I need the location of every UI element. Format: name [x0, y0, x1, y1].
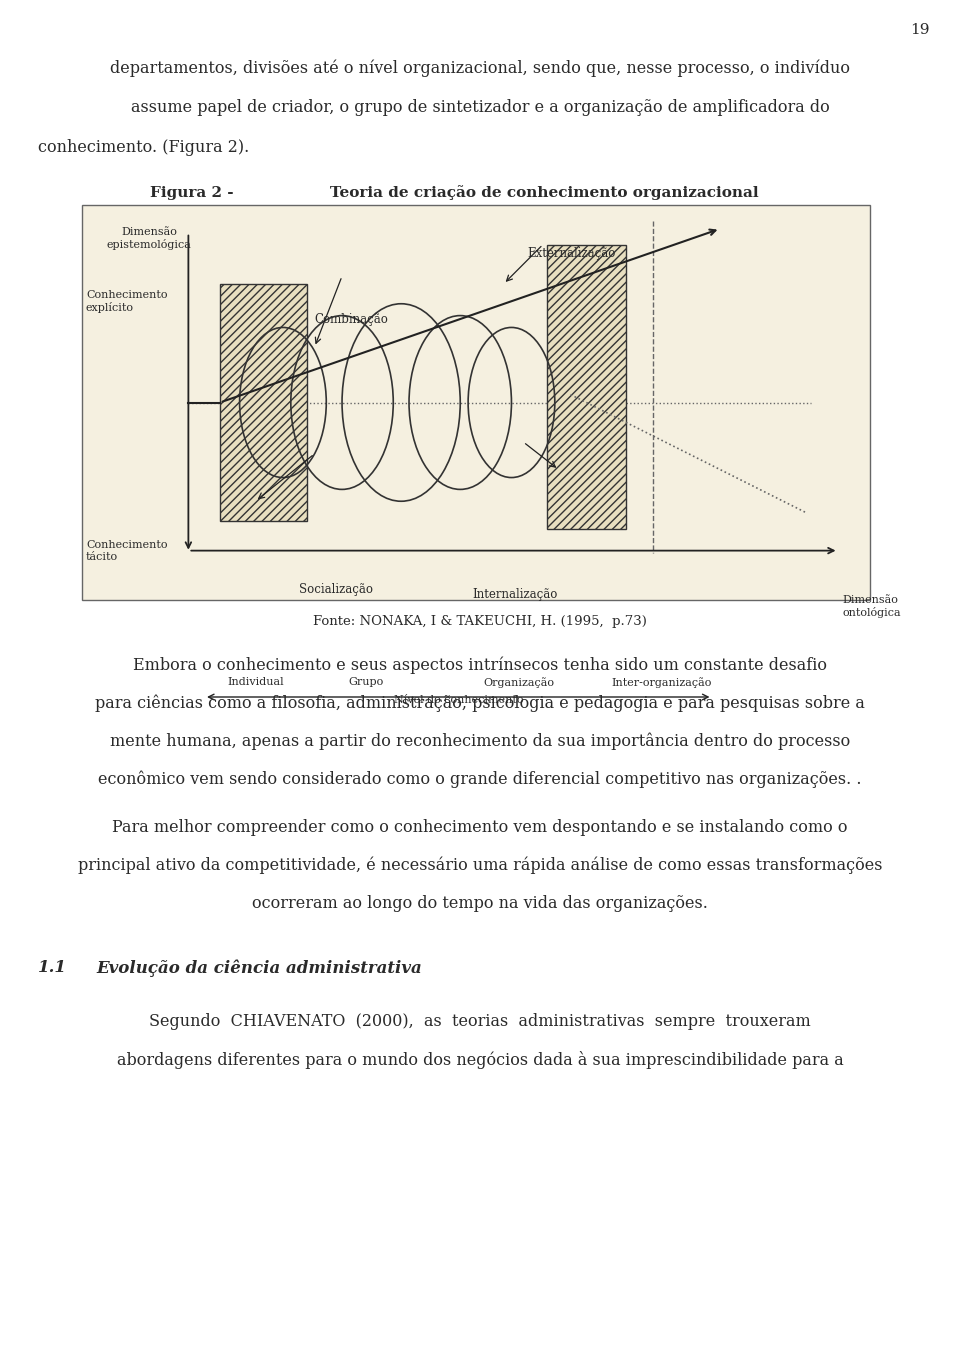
Text: 1.1: 1.1: [38, 960, 67, 976]
Text: Para melhor compreender como o conhecimento vem despontando e se instalando como: Para melhor compreender como o conhecime…: [112, 818, 848, 836]
Text: Evolução da ciência administrativa: Evolução da ciência administrativa: [96, 960, 421, 977]
Text: abordagens diferentes para o mundo dos negócios dada à sua imprescindibilidade p: abordagens diferentes para o mundo dos n…: [116, 1051, 844, 1069]
Bar: [547, 245, 626, 529]
Bar: [220, 284, 306, 521]
Text: Conhecimento
tácito: Conhecimento tácito: [86, 540, 167, 561]
Text: Inter-organização: Inter-organização: [611, 677, 711, 688]
Text: Organização: Organização: [484, 677, 555, 688]
Text: Dimensão
epistemológica: Dimensão epistemológica: [107, 227, 191, 250]
Text: 19: 19: [910, 23, 929, 36]
Text: para ciências como a filosofia, administração, psicologia e pedagogia e para pes: para ciências como a filosofia, administ…: [95, 695, 865, 712]
Text: Grupo: Grupo: [348, 677, 383, 686]
Text: conhecimento. (Figura 2).: conhecimento. (Figura 2).: [38, 140, 250, 156]
Text: ocorreram ao longo do tempo na vida das organizações.: ocorreram ao longo do tempo na vida das …: [252, 895, 708, 911]
Text: Segundo  CHIAVENATO  (2000),  as  teorias  administrativas  sempre  trouxeram: Segundo CHIAVENATO (2000), as teorias ad…: [149, 1014, 811, 1031]
Text: Nível do conhecimento: Nível do conhecimento: [394, 695, 523, 705]
Text: Embora o conhecimento e seus aspectos intrínsecos tenha sido um constante desafi: Embora o conhecimento e seus aspectos in…: [133, 657, 827, 674]
Text: Externalização: Externalização: [527, 248, 615, 260]
Bar: [82, 205, 870, 600]
Text: Individual: Individual: [228, 677, 283, 686]
Text: Socialização: Socialização: [299, 583, 372, 596]
Text: econômico vem sendo considerado como o grande diferencial competitivo nas organi: econômico vem sendo considerado como o g…: [98, 770, 862, 787]
Text: Teoria de criação de conhecimento organizacional: Teoria de criação de conhecimento organi…: [330, 186, 758, 201]
Text: Combinação: Combinação: [315, 314, 389, 326]
Text: Conhecimento
explícito: Conhecimento explícito: [86, 289, 167, 312]
Text: assume papel de criador, o grupo de sintetizador e a organização de amplificador: assume papel de criador, o grupo de sint…: [131, 100, 829, 117]
Text: Internalização: Internalização: [472, 588, 558, 602]
Text: Dimensão
ontológica: Dimensão ontológica: [843, 595, 901, 618]
Text: departamentos, divisões até o nível organizacional, sendo que, nesse processo, o: departamentos, divisões até o nível orga…: [110, 59, 850, 77]
Text: Figura 2 -: Figura 2 -: [150, 186, 233, 201]
Text: principal ativo da competitividade, é necessário uma rápida análise de como essa: principal ativo da competitividade, é ne…: [78, 856, 882, 874]
Text: mente humana, apenas a partir do reconhecimento da sua importância dentro do pro: mente humana, apenas a partir do reconhe…: [109, 732, 851, 750]
Text: Fonte: NONAKA, I & TAKEUCHI, H. (1995,  p.73): Fonte: NONAKA, I & TAKEUCHI, H. (1995, p…: [313, 615, 647, 629]
